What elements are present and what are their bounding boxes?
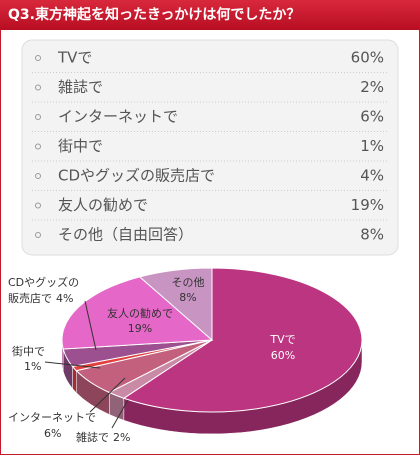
item-label: 街中で — [58, 137, 103, 155]
bullet — [35, 114, 41, 120]
leader-line — [89, 377, 126, 413]
pie-labels: TVで 60% 雑誌で 2% インターネットで 6% 街中で 1% CDやグッズの販売店で 4% 友… — [8, 275, 296, 444]
bullet — [35, 55, 41, 61]
pie-label: 販売店で — [8, 291, 52, 305]
item-label: 友人の勧めで — [58, 196, 148, 214]
pie-label: 雑誌で — [76, 430, 109, 444]
item-value: 60% — [351, 49, 384, 67]
leader-line — [84, 300, 97, 351]
item-value: 8% — [360, 226, 384, 244]
chart-title: Q3.東方神起を知ったきっかけは何でしたか？ — [8, 6, 300, 23]
leader-line — [44, 361, 101, 369]
bullet — [35, 232, 41, 238]
pie-label: CDやグッズの — [8, 275, 79, 289]
header — [0, 0, 420, 30]
item-value: 19% — [351, 196, 384, 214]
bullet — [35, 202, 41, 209]
list: TVで 60% 雑誌で 2% インターネットで 6% 街中で 1% CDやグッズの販売店で 4% 友… — [32, 49, 388, 244]
pie-value: 4% — [56, 292, 73, 305]
item-value: 2% — [360, 78, 384, 96]
pie-slice — [122, 267, 363, 413]
pie-value: 60% — [271, 349, 295, 362]
item-label: TVで — [57, 49, 92, 67]
pie-value: 2% — [113, 431, 130, 444]
item-label: 雑誌で — [58, 78, 103, 96]
leader-line — [111, 399, 129, 429]
item-label: CDやグッズの販売店で — [58, 167, 215, 185]
item-label: インターネットで — [58, 108, 178, 126]
pie — [61, 267, 363, 435]
pie-label: TVで — [269, 333, 295, 346]
item-label: その他（自由回答） — [58, 226, 193, 244]
pie-slice — [61, 276, 214, 350]
pie-label: インターネットで — [8, 411, 96, 424]
pie-label: 街中で — [12, 344, 45, 358]
bullet — [35, 84, 41, 91]
pie-value: 6% — [44, 427, 61, 440]
item-value: 4% — [360, 167, 384, 185]
bullet — [35, 143, 41, 150]
pie-value: 1% — [24, 360, 41, 373]
pie-label: 友人の勧めで — [107, 306, 173, 320]
pie-label: その他 — [172, 276, 205, 289]
pie-value: 8% — [179, 291, 196, 304]
pie-value: 19% — [128, 322, 152, 335]
item-value: 6% — [360, 108, 384, 126]
item-value: 1% — [360, 137, 384, 155]
pie-slice — [138, 267, 213, 342]
list-box — [21, 39, 399, 256]
bullet — [35, 173, 41, 179]
